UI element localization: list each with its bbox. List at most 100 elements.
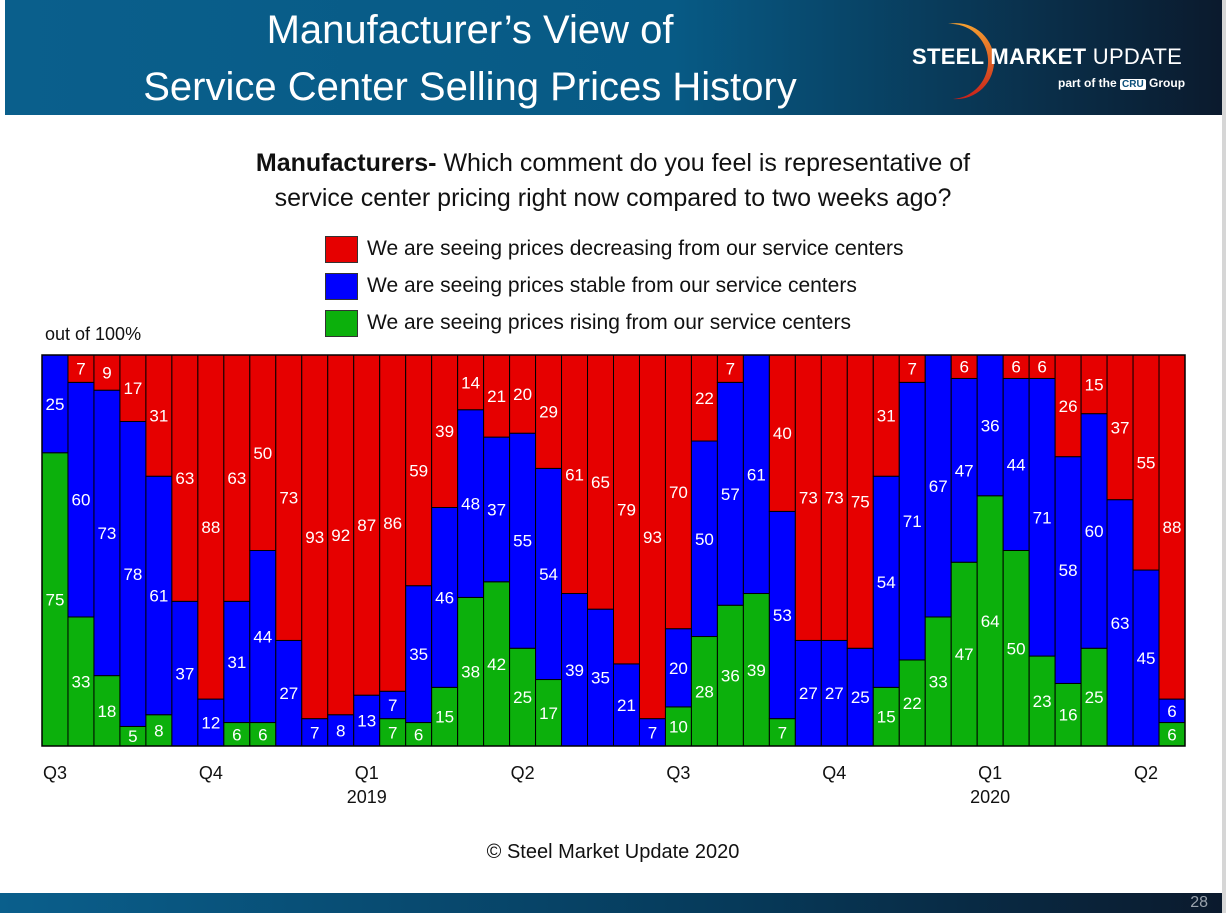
data-label-rising: 16	[1059, 706, 1078, 725]
data-label-rising: 7	[388, 723, 397, 742]
legend-item-stable: We are seeing prices stable from our ser…	[325, 271, 857, 301]
bar-segment-stable	[405, 585, 433, 724]
legend-item-decreasing: We are seeing prices decreasing from our…	[325, 234, 904, 264]
data-label-stable: 27	[825, 684, 844, 703]
data-label-rising: 28	[695, 682, 714, 701]
data-label-stable: 25	[46, 395, 65, 414]
data-label-stable: 13	[357, 712, 376, 731]
data-label-rising: 75	[46, 590, 65, 609]
x-tick-label: Q3	[666, 763, 690, 783]
legend-swatch-stable	[325, 272, 358, 300]
data-label-decreasing: 22	[695, 389, 714, 408]
bar-segment-decreasing	[1080, 354, 1108, 415]
data-label-stable: 48	[461, 495, 480, 514]
x-tick-label: Q4	[822, 763, 846, 783]
plot-frame	[41, 354, 1186, 747]
bar-segment-stable	[509, 432, 537, 649]
bar-segment-decreasing	[145, 354, 173, 477]
data-label-decreasing: 14	[461, 373, 480, 392]
question-line-2: service center pricing right now compare…	[274, 184, 952, 212]
data-label-decreasing: 86	[383, 514, 402, 533]
data-label-stable: 7	[388, 696, 397, 715]
steel-market-update-logo: STEEL MARKET UPDATE part of the CRU Grou…	[908, 14, 1208, 104]
data-label-stable: 8	[336, 721, 345, 740]
bar-segment-decreasing	[275, 354, 303, 641]
data-label-decreasing: 73	[799, 489, 818, 508]
slide-edge	[1222, 0, 1226, 913]
data-label-stable: 27	[279, 684, 298, 703]
data-label-stable: 25	[851, 688, 870, 707]
data-label-decreasing: 79	[617, 500, 636, 519]
data-label-stable: 31	[227, 653, 246, 672]
x-tick-label: Q3	[43, 763, 67, 783]
data-label-rising: 15	[877, 708, 896, 727]
data-label-decreasing: 65	[591, 473, 610, 492]
data-label-decreasing: 29	[539, 403, 558, 422]
data-label-decreasing: 31	[149, 407, 168, 426]
data-label-stable: 71	[903, 512, 922, 531]
data-label-stable: 78	[123, 565, 142, 584]
data-label-stable: 36	[981, 416, 1000, 435]
data-label-stable: 71	[1033, 508, 1052, 527]
bar-segment-decreasing	[872, 354, 900, 477]
data-label-decreasing: 93	[305, 528, 324, 547]
data-label-stable: 60	[72, 491, 91, 510]
survey-question: Manufacturers- Which comment do you feel…	[0, 146, 1226, 216]
data-label-decreasing: 93	[643, 528, 662, 547]
bar-segment-decreasing	[1054, 354, 1082, 458]
bar-segment-stable	[716, 381, 744, 606]
data-label-decreasing: 73	[825, 489, 844, 508]
bar-segment-decreasing	[379, 354, 407, 692]
bar-segment-stable	[1080, 413, 1108, 649]
bar-segment-decreasing	[1158, 354, 1186, 700]
bar-segment-rising	[716, 604, 744, 747]
x-year-label: 2019	[347, 787, 387, 807]
question-bold: Manufacturers-	[255, 149, 437, 177]
data-label-stable: 61	[747, 465, 766, 484]
logo-subtext: part of the CRU Group	[1058, 76, 1186, 90]
legend-swatch-rising	[325, 309, 358, 337]
bar-segment-stable	[690, 440, 718, 638]
data-label-decreasing: 26	[1059, 397, 1078, 416]
bar-segment-rising	[1080, 647, 1108, 747]
data-label-decreasing: 9	[102, 364, 111, 383]
data-label-rising: 25	[1085, 688, 1104, 707]
data-label-decreasing: 70	[669, 483, 688, 502]
data-label-rising: 25	[513, 688, 532, 707]
data-label-rising: 10	[669, 717, 688, 736]
bar-segment-rising	[41, 452, 69, 747]
bar-segment-decreasing	[353, 354, 381, 696]
bar-segment-stable	[483, 436, 511, 583]
header-banner	[5, 0, 1222, 115]
bar-segment-stable	[249, 550, 277, 724]
data-label-stable: 58	[1059, 561, 1078, 580]
data-label-stable: 57	[721, 485, 740, 504]
data-label-rising: 36	[721, 667, 740, 686]
bar-segment-decreasing	[197, 354, 225, 700]
bar-segment-rising	[1002, 550, 1030, 747]
data-label-stable: 63	[1111, 614, 1130, 633]
data-label-rising: 6	[232, 725, 241, 744]
footer-bar: 28	[0, 893, 1222, 913]
data-label-decreasing: 73	[279, 489, 298, 508]
data-label-rising: 17	[539, 704, 558, 723]
title-line-2: Service Center Selling Prices History	[143, 65, 797, 109]
data-label-stable: 55	[513, 532, 532, 551]
data-label-decreasing: 31	[877, 407, 896, 426]
bar-segment-decreasing	[301, 354, 329, 720]
data-label-stable: 45	[1137, 649, 1156, 668]
unit-label: out of 100%	[45, 324, 142, 344]
bar-segment-decreasing	[638, 354, 666, 720]
data-label-rising: 39	[747, 661, 766, 680]
data-label-stable: 44	[1007, 455, 1026, 474]
bar-segment-decreasing	[431, 354, 459, 508]
data-label-stable: 12	[201, 714, 220, 733]
data-label-decreasing: 6	[1011, 358, 1020, 377]
data-label-decreasing: 7	[908, 360, 917, 379]
data-label-decreasing: 21	[487, 387, 506, 406]
bar-segment-decreasing	[1106, 354, 1134, 501]
data-label-decreasing: 20	[513, 385, 532, 404]
data-label-decreasing: 40	[773, 424, 792, 443]
x-tick-label: Q2	[1134, 763, 1158, 783]
data-label-stable: 50	[695, 530, 714, 549]
